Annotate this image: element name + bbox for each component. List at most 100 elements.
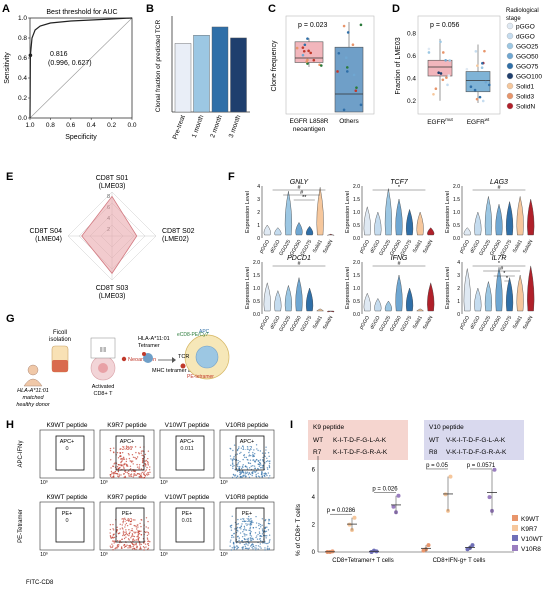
flow-event-dot	[247, 544, 249, 546]
flow-event-dot	[255, 515, 257, 518]
flow-event-dot	[124, 462, 126, 465]
data-point	[306, 37, 309, 40]
flow-event-dot	[239, 476, 241, 478]
flow-event-dot	[238, 446, 240, 448]
flow-event-dot	[260, 535, 262, 537]
radar-axis-label: CD8T S03	[96, 285, 129, 292]
x-tick-label: 0.2	[107, 122, 116, 129]
violin-shape	[263, 282, 271, 312]
flow-event-dot	[147, 457, 149, 460]
flow-event-dot	[130, 535, 133, 537]
flow-event-dot	[111, 546, 114, 548]
violin-category-label: SolidN	[522, 239, 535, 255]
flow-event-dot	[237, 447, 240, 450]
flow-event-dot	[130, 529, 133, 532]
flow-plot-frame	[159, 501, 215, 551]
panel-b-letter: B	[146, 3, 154, 15]
flow-event-dot	[259, 537, 261, 540]
flow-event-dot	[121, 538, 123, 540]
flow-event-dot	[247, 473, 250, 476]
bar	[230, 37, 247, 113]
flow-event-dot	[262, 459, 264, 461]
flow-event-dot	[135, 548, 137, 551]
flow-event-dot	[139, 476, 142, 478]
flow-event-dot	[115, 547, 117, 549]
panel-d-frame	[417, 15, 501, 115]
flow-event-dot	[140, 468, 143, 470]
flow-event-dot	[236, 526, 239, 529]
flow-event-dot	[138, 476, 140, 478]
flow-event-dot	[248, 547, 250, 549]
flow-event-dot	[142, 450, 144, 452]
flow-event-dot	[240, 471, 242, 473]
pe-tetramer-label: PE-tetramer	[187, 374, 214, 380]
flow-event-dot	[244, 538, 246, 541]
data-point	[427, 51, 431, 54]
data-point	[480, 66, 484, 70]
i-data-point	[391, 504, 396, 509]
flow-event-dot	[131, 530, 134, 532]
flow-event-dot	[119, 466, 121, 469]
flow-event-dot	[251, 537, 253, 540]
flow-event-dot	[116, 539, 119, 542]
flow-peptide-title: V10R8 peptide	[225, 422, 268, 429]
flow-event-dot	[133, 473, 135, 475]
flow-event-dot	[125, 536, 127, 538]
flow-event-dot	[118, 473, 120, 475]
flow-event-dot	[247, 548, 250, 550]
v10-wt-label: WT	[429, 437, 439, 444]
flow-event-dot	[242, 547, 244, 549]
panel-b: B Pre-treat 1 month 2 month 3 month Clonal …	[146, 3, 250, 140]
i-legend-label: V10WT	[521, 536, 543, 543]
flow-event-dot	[111, 476, 113, 479]
flow-event-dot	[109, 475, 112, 478]
panel-i-letter: I	[290, 419, 293, 431]
legend-swatch	[506, 92, 514, 100]
flow-event-dot	[241, 523, 243, 525]
panel-b-category-labels: Pre-treat 1 month 2 month 3 month	[172, 114, 243, 141]
flow-event-dot	[147, 461, 149, 464]
diagram-text-line: Ficoll	[53, 330, 67, 336]
legend-swatch	[506, 62, 514, 70]
flow-event-dot	[266, 457, 268, 460]
data-point	[445, 76, 448, 79]
flow-event-dot	[132, 463, 134, 465]
flow-event-dot	[140, 450, 143, 452]
flow-event-dot	[122, 532, 125, 534]
flow-event-dot	[148, 469, 151, 471]
data-point	[295, 46, 299, 50]
gene-title: IFNG	[391, 255, 408, 262]
flow-event-dot	[252, 548, 254, 550]
flow-event-dot	[268, 466, 271, 468]
flow-event-dot	[249, 527, 251, 530]
violin-shape	[374, 298, 382, 312]
flow-gate	[115, 507, 145, 543]
flow-event-dot	[109, 535, 112, 537]
flow-event-dot	[143, 549, 145, 551]
flow-gate	[235, 435, 265, 471]
flow-event-dot	[246, 538, 248, 540]
v10-peptide-box	[424, 420, 524, 460]
flow-event-dot	[144, 463, 147, 465]
bar-category-label: 2 month	[209, 114, 224, 139]
flow-gate	[115, 435, 145, 471]
i-pvalue: p = 0.026	[372, 486, 398, 492]
flow-event-dot	[238, 527, 241, 529]
violin-ylabel: Expression Level	[345, 191, 351, 233]
flow-event-dot	[131, 446, 133, 448]
flow-event-dot	[112, 529, 115, 531]
flow-event-dot	[135, 544, 137, 546]
flow-event-dot	[264, 527, 266, 529]
x-tick-label: 0.4	[87, 122, 96, 129]
flow-event-dot	[134, 543, 136, 545]
flow-event-dot	[147, 472, 150, 474]
k9-peptide-title: K9 peptide	[313, 424, 344, 431]
data-point	[301, 46, 305, 49]
i-group-label: CD8+IFN-g+ T cells	[433, 558, 486, 564]
flow-event-dot	[259, 467, 262, 469]
flow-event-dot	[120, 464, 122, 466]
flow-event-dot	[116, 451, 119, 454]
flow-event-dot	[137, 532, 139, 534]
flow-event-dot	[233, 458, 236, 461]
violin-shape	[416, 308, 424, 312]
